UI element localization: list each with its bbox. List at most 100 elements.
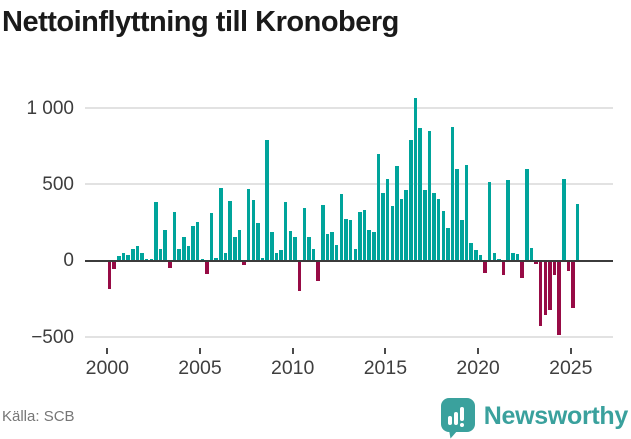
- bar: [455, 169, 459, 261]
- bar: [140, 253, 144, 261]
- bar: [423, 189, 427, 261]
- bar: [154, 202, 158, 261]
- bar: [219, 188, 223, 261]
- bar: [144, 258, 149, 261]
- bar: [200, 258, 205, 261]
- bar: [441, 211, 446, 261]
- bar: [135, 245, 140, 261]
- x-tick: [384, 348, 387, 354]
- bar: [511, 253, 515, 261]
- bar: [483, 262, 487, 273]
- bar: [460, 219, 464, 261]
- bar: [233, 236, 237, 261]
- bar: [251, 199, 256, 261]
- bar: [474, 249, 478, 261]
- bar: [353, 248, 357, 261]
- bar: [191, 225, 195, 261]
- bar: [279, 249, 283, 261]
- x-tick-label: 2025: [549, 357, 593, 379]
- bar: [492, 252, 497, 261]
- source-label: Källa: SCB: [2, 408, 75, 425]
- bar: [413, 98, 418, 261]
- bar: [404, 189, 408, 261]
- zero-line: [85, 259, 613, 262]
- bar: [450, 127, 455, 261]
- bar: [506, 180, 510, 261]
- bar: [246, 189, 251, 261]
- y-gridline: [85, 336, 613, 339]
- y-axis-label: −500: [31, 326, 74, 348]
- bar: [121, 253, 126, 261]
- bar: [274, 253, 279, 261]
- x-tick: [477, 348, 480, 354]
- y-axis-label: 0: [63, 250, 74, 272]
- x-tick-label: 2020: [456, 357, 500, 379]
- bar: [228, 200, 232, 261]
- bar: [242, 262, 246, 266]
- bar-chart-badge-icon: [440, 398, 475, 439]
- x-tick: [569, 348, 572, 354]
- bar: [390, 206, 395, 261]
- bar: [515, 254, 520, 261]
- x-tick: [106, 348, 109, 354]
- bar: [487, 182, 492, 261]
- bar: [348, 219, 353, 261]
- bar: [497, 258, 501, 261]
- x-tick-label: 2000: [85, 357, 129, 379]
- bar: [265, 139, 269, 261]
- y-axis-label: 500: [42, 173, 74, 195]
- bar: [548, 262, 552, 310]
- bar: [478, 254, 483, 261]
- bar: [168, 262, 172, 268]
- x-tick-label: 2005: [178, 357, 222, 379]
- x-tick-label: 2015: [363, 357, 408, 379]
- bar: [399, 199, 404, 261]
- bar: [372, 231, 376, 261]
- bar: [520, 262, 524, 279]
- bar: [260, 257, 265, 261]
- y-axis-label: 1 000: [26, 97, 74, 119]
- bar: [557, 262, 561, 336]
- bar: [575, 204, 580, 261]
- brand-name: Newsworthy: [483, 402, 629, 430]
- bar: [316, 262, 320, 281]
- bar: [195, 222, 200, 261]
- bar: [311, 248, 316, 261]
- bar: [367, 230, 371, 261]
- bar: [131, 248, 135, 261]
- bar: [362, 209, 367, 261]
- bar: [182, 236, 186, 261]
- bar: [446, 228, 450, 261]
- bar: [330, 231, 334, 261]
- bar: [552, 262, 557, 276]
- newsworthy-logo: Newsworthy: [440, 398, 629, 439]
- bar: [436, 199, 441, 261]
- bar: [205, 262, 209, 275]
- bar: [381, 193, 385, 261]
- bar: [237, 229, 242, 261]
- bar: [302, 208, 307, 261]
- bar: [107, 262, 112, 289]
- bar: [344, 218, 348, 261]
- bar: [112, 262, 116, 270]
- bar: [177, 248, 181, 261]
- bar: [321, 205, 325, 261]
- y-gridline: [85, 107, 613, 110]
- bar: [409, 139, 413, 261]
- bar: [256, 222, 260, 261]
- bar: [339, 193, 344, 261]
- bar: [307, 236, 311, 261]
- bar: [325, 234, 330, 261]
- bar: [571, 262, 575, 308]
- bar: [543, 262, 548, 315]
- bar: [427, 131, 432, 261]
- bar: [538, 262, 543, 326]
- bar: [293, 236, 297, 261]
- x-tick: [199, 348, 201, 354]
- bar: [214, 257, 218, 261]
- bar: [358, 212, 362, 261]
- bar: [117, 256, 121, 261]
- bar: [562, 179, 566, 261]
- bar: [385, 179, 390, 261]
